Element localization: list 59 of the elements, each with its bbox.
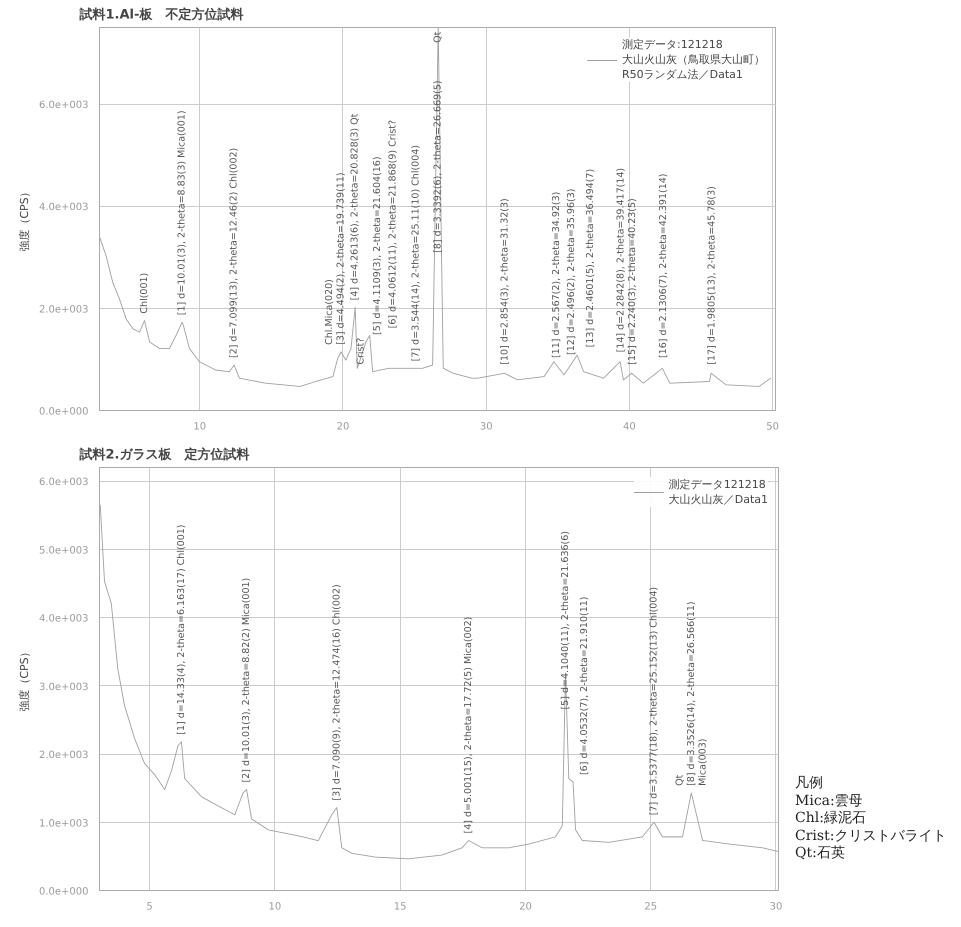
annotation: [7] d=3.5377(18), 2-theta=25.152(13) Chl(004) <box>648 586 660 816</box>
annotation: Mica(003) <box>697 738 708 786</box>
annotation: [7] d=3.544(14), 2-theta=25.11(10) Chl(004) <box>410 144 422 362</box>
annotation: [1] d=10.01(3), 2-theta=8.83(3) Mica(001) <box>176 110 188 316</box>
y-tick-label: 6.0e+003 <box>38 477 89 488</box>
x-tick-label: 25 <box>644 902 658 912</box>
annotation: [5] d=4.1109(3), 2-theta=21.604(16) <box>372 156 383 335</box>
x-tick-label: 10 <box>193 422 206 432</box>
legend-label: 測定データ121218 大山火山灰／Data1 <box>668 477 768 507</box>
annotation: Qt <box>674 774 686 786</box>
x-tick-label: 40 <box>623 422 636 432</box>
annotation: Chl.Mica(020) <box>324 279 335 345</box>
y-tick-label: 0.0e+000 <box>38 886 89 898</box>
annotation: [15] d=2.240(3), 2-theta=40.23(5) <box>627 198 638 365</box>
annotation: [3] d=4.494(2), 2-theta=19.739(11) <box>335 172 346 345</box>
y-tick-label: 2.0e+003 <box>38 304 89 316</box>
x-tick-label: 20 <box>519 902 532 912</box>
y-tick-label: 6.0e+003 <box>38 100 89 112</box>
annotation: [4] d=5.001(15), 2-theta=17.72(5) Mica(002) <box>463 616 474 834</box>
x-tick-label: 20 <box>336 422 350 432</box>
annotation: [12] d=2.496(2), 2-theta=35.96(3) <box>566 188 578 355</box>
x-tick-label: 10 <box>268 902 282 912</box>
chart-title: 試料1.Al-板 不定方位試料 <box>78 6 244 22</box>
annotation: [6] d=4.0612(11), 2-theta=21.868(9) Crist? <box>387 120 398 328</box>
annotation: [2] d=7.099(13), 2-theta=12.46(2) Chl(002) <box>228 148 240 358</box>
y-axis-title: 強度（CPS） <box>18 186 31 252</box>
x-tick-label: 30 <box>770 902 782 912</box>
legend-label: 測定データ:121218 大山火山灰（鳥取県大山町） R50ランダム法／Data1 <box>622 37 765 82</box>
y-tick-label: 1.0e+003 <box>38 818 89 830</box>
annotation: Chl(001) <box>138 272 150 314</box>
annotation: [11] d=2.567(2), 2-theta=34.92(3) <box>551 192 562 358</box>
y-tick-label: 4.0e+003 <box>38 202 89 214</box>
chart-title: 試料2.ガラス板 定方位試料 <box>78 446 250 462</box>
annotation: [10] d=2.854(3), 2-theta=31.32(3) <box>500 198 511 365</box>
y-tick-label: 4.0e+003 <box>38 614 89 625</box>
y-tick-label: 0.0e+000 <box>38 406 89 418</box>
y-tick-label: 2.0e+003 <box>38 750 89 762</box>
annotation: [3] d=7.090(9), 2-theta=12.474(16) Chl(002) <box>331 584 342 801</box>
y-tick-label: 5.0e+003 <box>38 545 89 556</box>
annotation: Crist? <box>356 338 367 365</box>
annotation: [2] d=10.01(3), 2-theta=8.82(2) Mica(001) <box>241 578 252 783</box>
y-axis-title: 強度（CPS） <box>18 646 31 712</box>
annotation: [13] d=2.4601(5), 2-theta=36.494(7) <box>585 168 596 348</box>
x-tick-label: 30 <box>480 422 493 432</box>
x-tick-label: 50 <box>766 422 780 432</box>
x-tick-label: 15 <box>394 902 407 912</box>
annotation: [14] d=2.2842(8), 2-theta=39.417(14) <box>616 168 627 352</box>
annotation: [17] d=1.9805(13), 2-theta=45.78(3) <box>706 186 718 365</box>
text: 凡例 Mica:雲母 Chl:緑泥石 Crist:クリストバライト Qt:石英 <box>795 775 946 862</box>
x-tick-label: 5 <box>146 902 153 912</box>
annotation: [4] d=4.2613(6), 2-theta=20.828(3) Qt <box>350 113 361 300</box>
annotation: [16] d=2.1306(7), 2-theta=42.391(14) <box>658 173 670 358</box>
annotation: [8] d=3.3392(6), 2-theta=26.669(5) <box>432 80 444 253</box>
annotation: [1] d=14.33(4), 2-theta=6.163(17) Chl(001) <box>176 524 187 735</box>
annotation: [5] d=4.1040(11), 2-theta=21.636(6) <box>560 531 572 710</box>
annotation: [8] d=3.3526(14), 2-theta=26.566(11) <box>686 601 697 786</box>
y-tick-label: 3.0e+003 <box>38 682 89 693</box>
annotation: Qt <box>432 31 444 43</box>
annotation: [6] d=4.0532(7), 2-theta=21.910(11) <box>579 596 590 776</box>
